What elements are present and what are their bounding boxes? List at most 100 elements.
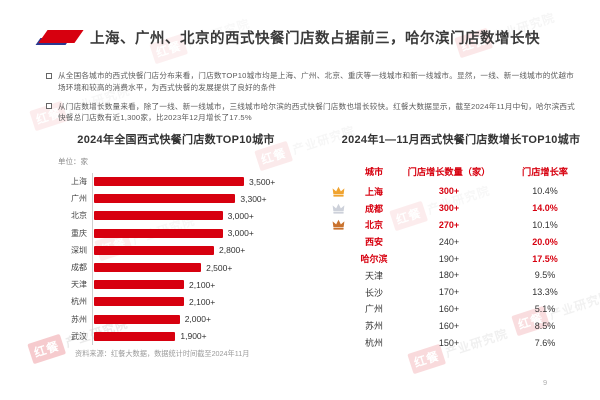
bar-track: 3,300+ (92, 190, 267, 208)
city-cell: 西安 (364, 237, 383, 248)
chart-bar-row: 杭州 2,100+ (58, 293, 312, 311)
bar-category-label: 深圳 (71, 245, 87, 255)
bar-chart: 上海 3,500+ 广州 3,300+ 北京 3,000+ 重庆 3,000+ 深圳 2,800+… (58, 173, 312, 345)
page-title: 上海、广州、北京的西式快餐门店数占据前三，哈尔滨门店数增长快 (90, 31, 540, 47)
table-column-header: 门店增长率 (522, 167, 568, 177)
bar (94, 245, 214, 255)
table-row: 长沙 170+ 13.3% (332, 284, 590, 301)
bar-category-label: 杭州 (71, 297, 87, 307)
bar-track: 2,800+ (92, 241, 246, 259)
bar-value-label: 2,500+ (206, 262, 233, 273)
table-row: 西安 240+ 20.0% (332, 233, 590, 250)
bar (94, 211, 223, 221)
growth-rate-cell: 14.0% (532, 203, 558, 214)
bullet-text: 从门店数增长数量来看，除了一线、新一线城市，三线城市哈尔滨的西式快餐门店数也增长… (58, 101, 575, 123)
chart-bar-row: 天津 2,100+ (58, 276, 312, 294)
page-number: 9 (543, 378, 548, 387)
bar-category-label: 北京 (71, 211, 87, 221)
city-cell: 北京 (364, 220, 383, 231)
growth-count-cell: 170+ (438, 287, 460, 298)
bullet-item: 从门店数增长数量来看，除了一线、新一线城市，三线城市哈尔滨的西式快餐门店数也增长… (46, 101, 578, 125)
growth-count-cell: 300+ (438, 186, 460, 197)
city-cell: 哈尔滨 (360, 254, 388, 265)
bar-track: 3,000+ (92, 207, 254, 225)
growth-count-cell: 180+ (438, 270, 460, 281)
bar (94, 331, 176, 341)
chart-unit-label: 单位：家 (58, 157, 88, 166)
city-cell: 天津 (364, 270, 383, 281)
bar-category-label: 苏州 (71, 314, 87, 324)
chart-bar-row: 北京 3,000+ (58, 207, 312, 225)
chart-bar-row: 苏州 2,000+ (58, 310, 312, 328)
bar (94, 314, 180, 324)
growth-count-cell: 190+ (438, 253, 460, 264)
bar-category-label: 上海 (71, 177, 87, 187)
bullet-text: 从全国各城市的西式快餐门店分布来看，门店数TOP10城市均是上海、广州、北京、重… (58, 71, 574, 92)
bar-track: 3,500+ (92, 173, 275, 191)
bar (94, 228, 223, 238)
table-row: 天津 180+ 9.5% (332, 267, 590, 284)
table-column-header: 城市 (364, 167, 384, 177)
bar-value-label: 2,100+ (189, 279, 216, 290)
bar (94, 280, 184, 290)
table-row: 哈尔滨 190+ 17.5% (332, 250, 590, 267)
table-column-header: 门店增长数量（家） (407, 167, 491, 177)
bar (94, 177, 244, 187)
bar-track: 3,000+ (92, 224, 254, 242)
table-row: 广州 160+ 5.1% (332, 301, 590, 318)
chart-title: 2024年全国西式快餐门店数TOP10城市 (77, 134, 275, 146)
growth-rate-cell: 13.3% (532, 287, 558, 298)
growth-count-cell: 240+ (438, 236, 460, 247)
bar-track: 2,000+ (92, 310, 211, 328)
growth-table-section: 2024年1—11月西式快餐门店数增长TOP10城市 城市 门店增长数量（家） 门店… (332, 131, 590, 351)
bar-value-label: 2,000+ (184, 314, 211, 325)
growth-count-cell: 270+ (438, 219, 460, 230)
bar-value-label: 3,000+ (227, 210, 254, 221)
table-row: 上海 300+ 10.4% (332, 183, 590, 200)
bar-track: 2,100+ (92, 293, 216, 311)
bullet-item: 从全国各城市的西式快餐门店分布来看，门店数TOP10城市均是上海、广州、北京、重… (46, 70, 578, 94)
summary-bullets: 从全国各城市的西式快餐门店分布来看，门店数TOP10城市均是上海、广州、北京、重… (46, 70, 578, 131)
growth-count-cell: 300+ (438, 203, 460, 214)
growth-rate-cell: 10.1% (532, 219, 558, 230)
table-header-row: 城市 门店增长数量（家） 门店增长率 (332, 162, 590, 180)
chart-bar-row: 成都 2,500+ (58, 258, 312, 277)
bar-value-label: 1,900+ (180, 331, 207, 342)
bar (94, 194, 236, 204)
table-row: 成都 300+ 14.0% (332, 200, 590, 217)
table-row: 北京 270+ 10.1% (332, 217, 590, 234)
bar-value-label: 2,100+ (189, 296, 216, 307)
city-cell: 苏州 (364, 321, 383, 332)
bar-track: 2,100+ (92, 276, 216, 294)
growth-rate-cell: 10.4% (532, 186, 558, 197)
chart-bar-row: 武汉 1,900+ (58, 327, 312, 345)
crown-icon-silver (332, 203, 350, 214)
table-row: 杭州 150+ 7.6% (332, 334, 590, 351)
bullet-square-icon (46, 103, 52, 110)
bar-track: 2,500+ (92, 258, 233, 277)
chart-bar-row: 上海 3,500+ (58, 173, 312, 191)
bar-value-label: 2,800+ (219, 245, 246, 256)
growth-rate-cell: 20.0% (532, 236, 558, 247)
growth-count-cell: 160+ (438, 303, 460, 314)
growth-rate-cell: 8.5% (534, 320, 556, 331)
crown-icon-bronze (332, 219, 350, 231)
source-note: 资料来源：红餐大数据，数据统计时间截至2024年11月 (75, 349, 250, 358)
table-title: 2024年1—11月西式快餐门店数增长TOP10城市 (341, 134, 581, 146)
growth-count-cell: 160+ (438, 320, 460, 331)
chart-bar-row: 深圳 2,800+ (58, 241, 312, 259)
bar-category-label: 武汉 (71, 331, 87, 341)
city-cell: 杭州 (364, 338, 383, 349)
bar-track: 1,900+ (92, 327, 207, 345)
growth-rate-cell: 7.6% (534, 337, 556, 348)
bar-category-label: 天津 (71, 280, 87, 290)
chart-bar-row: 重庆 3,000+ (58, 224, 312, 242)
growth-rate-cell: 17.5% (532, 253, 558, 264)
flag-red-stripe (38, 29, 84, 43)
crown-icon-gold (332, 186, 350, 197)
city-cell: 广州 (364, 304, 383, 315)
city-cell: 长沙 (364, 287, 383, 298)
bar (94, 297, 184, 307)
store-count-chart-section: 2024年全国西式快餐门店数TOP10城市 单位：家 上海 3,500+ 广州 3,3… (40, 131, 312, 345)
title-flag-icon (35, 29, 84, 46)
